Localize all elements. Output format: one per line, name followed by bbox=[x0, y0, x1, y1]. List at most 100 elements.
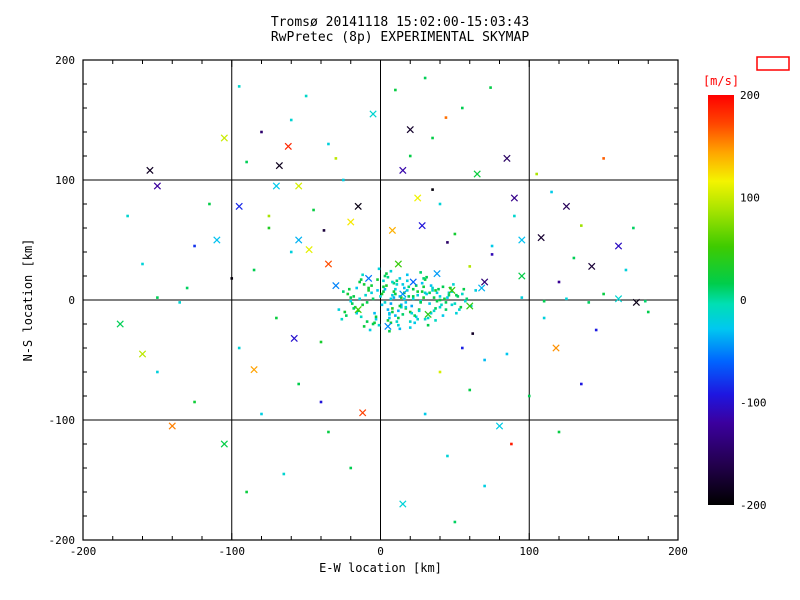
data-point-dot bbox=[446, 241, 449, 244]
data-point-dot bbox=[193, 244, 196, 248]
data-point-cross bbox=[588, 262, 596, 271]
data-point-dot bbox=[408, 326, 412, 329]
data-point-dot bbox=[420, 281, 424, 285]
data-point-dot bbox=[260, 130, 263, 134]
data-point-dot bbox=[400, 305, 403, 309]
data-point-dot bbox=[404, 301, 408, 304]
data-point-cross bbox=[394, 260, 402, 268]
data-point-cross bbox=[414, 194, 422, 202]
data-point-dot bbox=[443, 297, 446, 301]
data-point-cross bbox=[369, 110, 377, 118]
data-point-dot bbox=[349, 296, 353, 299]
data-point-dot bbox=[374, 315, 378, 319]
data-point-dot bbox=[587, 301, 591, 304]
data-point-dot bbox=[434, 307, 437, 310]
data-point-dot bbox=[282, 472, 286, 476]
colorbar-units-label: [m/s] bbox=[702, 74, 740, 88]
data-point-dot bbox=[423, 291, 427, 295]
data-point-dot bbox=[444, 116, 448, 119]
data-point-dot bbox=[352, 307, 356, 310]
y-tick-label: -200 bbox=[49, 534, 76, 547]
y-tick-label: -100 bbox=[49, 414, 76, 427]
data-point-cross bbox=[466, 302, 474, 310]
data-point-dot bbox=[461, 346, 464, 350]
data-point-dot bbox=[380, 292, 384, 296]
data-point-dot bbox=[453, 520, 457, 524]
data-point-dot bbox=[420, 290, 424, 293]
data-point-cross bbox=[284, 142, 292, 151]
data-point-cross bbox=[250, 365, 258, 374]
data-point-dot bbox=[565, 297, 568, 301]
data-point-dot bbox=[376, 289, 379, 292]
data-point-dot bbox=[319, 400, 323, 404]
data-point-dot bbox=[403, 286, 406, 290]
data-point-dot bbox=[178, 301, 181, 304]
data-point-dot bbox=[361, 303, 364, 307]
data-point-dot bbox=[275, 316, 278, 320]
data-point-dot bbox=[438, 295, 442, 298]
data-point-dot bbox=[397, 309, 400, 313]
x-tick-label: 100 bbox=[519, 545, 539, 558]
data-point-dot bbox=[468, 265, 472, 268]
data-point-dot bbox=[413, 314, 417, 317]
chart-subtitle: RwPretec (8p) EXPERIMENTAL SKYMAP bbox=[270, 30, 530, 45]
data-point-dot bbox=[392, 290, 396, 293]
data-point-cross bbox=[275, 161, 283, 170]
data-point-cross bbox=[537, 233, 545, 242]
data-point-dot bbox=[403, 297, 406, 301]
data-point-dot bbox=[377, 323, 381, 327]
data-point-dot bbox=[446, 296, 449, 299]
data-point-dot bbox=[535, 172, 538, 176]
data-point-dot bbox=[391, 307, 394, 310]
data-point-dot bbox=[414, 284, 418, 287]
data-point-dot bbox=[432, 309, 436, 313]
data-point-dot bbox=[346, 292, 350, 296]
data-point-dot bbox=[452, 283, 455, 286]
data-point-dot bbox=[510, 442, 513, 446]
data-point-dot bbox=[513, 214, 516, 218]
data-point-cross bbox=[399, 500, 407, 508]
data-point-dot bbox=[376, 278, 379, 281]
data-point-dot bbox=[365, 301, 369, 304]
data-point-dot bbox=[441, 314, 445, 317]
data-point-dot bbox=[156, 370, 159, 374]
data-point-dot bbox=[458, 308, 461, 311]
data-point-dot bbox=[382, 290, 385, 293]
data-point-dot bbox=[397, 323, 400, 327]
data-point-dot bbox=[490, 253, 494, 256]
data-point-dot bbox=[391, 310, 394, 314]
data-point-dot bbox=[462, 287, 466, 291]
data-point-dot bbox=[463, 299, 467, 303]
data-point-dot bbox=[428, 291, 431, 295]
data-point-dot bbox=[453, 302, 457, 305]
data-point-dot bbox=[383, 287, 387, 291]
colorbar bbox=[708, 95, 734, 505]
data-point-dot bbox=[431, 136, 434, 140]
data-point-dot bbox=[505, 352, 509, 356]
data-point-dot bbox=[245, 160, 248, 164]
data-point-dot bbox=[383, 274, 387, 278]
data-point-dot bbox=[156, 296, 159, 299]
data-point-dot bbox=[319, 340, 323, 344]
data-point-dot bbox=[337, 308, 341, 311]
data-point-dot bbox=[398, 277, 402, 280]
data-point-dot bbox=[267, 226, 271, 230]
data-point-dot bbox=[422, 277, 425, 280]
data-point-dot bbox=[389, 302, 393, 305]
data-point-dot bbox=[425, 292, 428, 296]
data-point-dot bbox=[347, 287, 351, 291]
data-point-dot bbox=[438, 202, 442, 206]
data-point-dot bbox=[395, 283, 399, 286]
data-point-dot bbox=[386, 275, 390, 279]
data-point-dot bbox=[441, 285, 445, 289]
data-point-dot bbox=[385, 272, 388, 275]
data-point-dot bbox=[438, 298, 442, 302]
data-point-dot bbox=[383, 301, 387, 304]
data-point-dot bbox=[304, 94, 308, 98]
data-point-cross bbox=[332, 281, 340, 290]
data-point-dot bbox=[453, 232, 457, 236]
x-axis-label: E-W location [km] bbox=[319, 561, 442, 575]
data-point-cross bbox=[481, 278, 489, 286]
data-point-cross bbox=[424, 310, 432, 319]
